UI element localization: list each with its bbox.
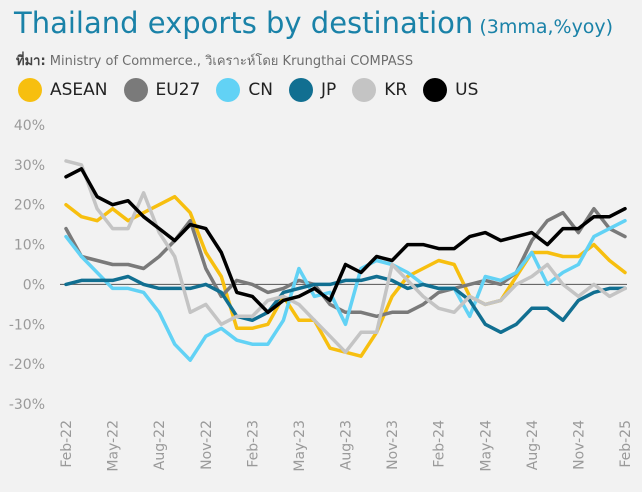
x-tick-label: May-24: [478, 420, 494, 472]
legend-label-cn: CN: [248, 80, 273, 100]
legend-label-kr: KR: [384, 80, 408, 100]
legend-swatch-jp: [288, 78, 313, 102]
legend-item-us: US: [423, 78, 478, 102]
legend-label-eu27: EU27: [155, 80, 201, 100]
legend-item-cn: CN: [216, 78, 273, 102]
chart-title: Thailand exports by destination: [14, 6, 474, 40]
chart-subtitle: (3mma,%yoy): [479, 16, 614, 38]
x-tick-label: Feb-23: [245, 420, 261, 468]
y-tick-label: -20%: [9, 357, 45, 373]
series-line-eu27: [64, 206, 627, 319]
series-lines: [64, 159, 627, 362]
legend-item-kr: KR: [352, 78, 407, 102]
y-tick-label: -30%: [9, 397, 45, 413]
legend-swatch-asean: [18, 78, 42, 102]
legend-item-eu27: EU27: [123, 78, 201, 102]
y-tick-label: 0%: [23, 277, 45, 293]
series-line-cn: [64, 218, 627, 362]
legend-swatch-eu27: [123, 78, 148, 102]
series-line-jp: [64, 274, 627, 335]
y-tick-label: 10%: [14, 238, 45, 254]
legend-item-jp: JP: [288, 78, 337, 102]
source-note: ที่มา: Ministry of Commerce., วิเคราะห์โ…: [16, 50, 413, 71]
y-tick-label: 40%: [14, 118, 45, 134]
legend-label-asean: ASEAN: [50, 80, 108, 100]
x-tick-label: Nov-24: [571, 420, 587, 470]
y-tick-label: 30%: [14, 158, 45, 174]
x-tick-label: Nov-23: [385, 420, 401, 470]
series-line-us: [64, 167, 627, 315]
x-tick-label: Feb-22: [59, 420, 75, 468]
legend-label-jp: JP: [320, 80, 337, 100]
x-tick-label: May-23: [292, 420, 308, 472]
x-tick-label: Nov-22: [199, 420, 215, 470]
y-tick-label: 20%: [14, 198, 45, 214]
y-axis-ticks: 40% 30% 20% 10% 0% -10% -20% -30%: [9, 118, 45, 413]
y-tick-label: -10%: [9, 317, 45, 333]
legend-swatch-kr: [352, 78, 377, 102]
legend: ASEAN EU27 CN JP KR US: [18, 78, 494, 102]
x-axis-ticks: Feb-22 May-22 Aug-22 Nov-22 Feb-23 May-23 Aug-…: [59, 420, 634, 472]
x-tick-label: Aug-22: [152, 420, 168, 470]
x-tick-label: Feb-24: [432, 420, 448, 468]
x-tick-label: Feb-25: [618, 420, 634, 468]
legend-label-us: US: [455, 80, 479, 100]
x-tick-label: Aug-23: [339, 420, 355, 470]
legend-swatch-cn: [216, 78, 241, 102]
source-label: ที่มา:: [16, 54, 46, 69]
x-tick-label: Aug-24: [525, 420, 541, 470]
legend-swatch-us: [423, 78, 448, 102]
legend-item-asean: ASEAN: [18, 78, 108, 102]
x-tick-label: May-22: [106, 420, 122, 472]
series-line-kr: [64, 159, 627, 354]
source-text: Ministry of Commerce., วิเคราะห์โดย Krun…: [45, 54, 414, 69]
chart-title-row: Thailand exports by destination (3mma,%yo…: [14, 6, 613, 40]
